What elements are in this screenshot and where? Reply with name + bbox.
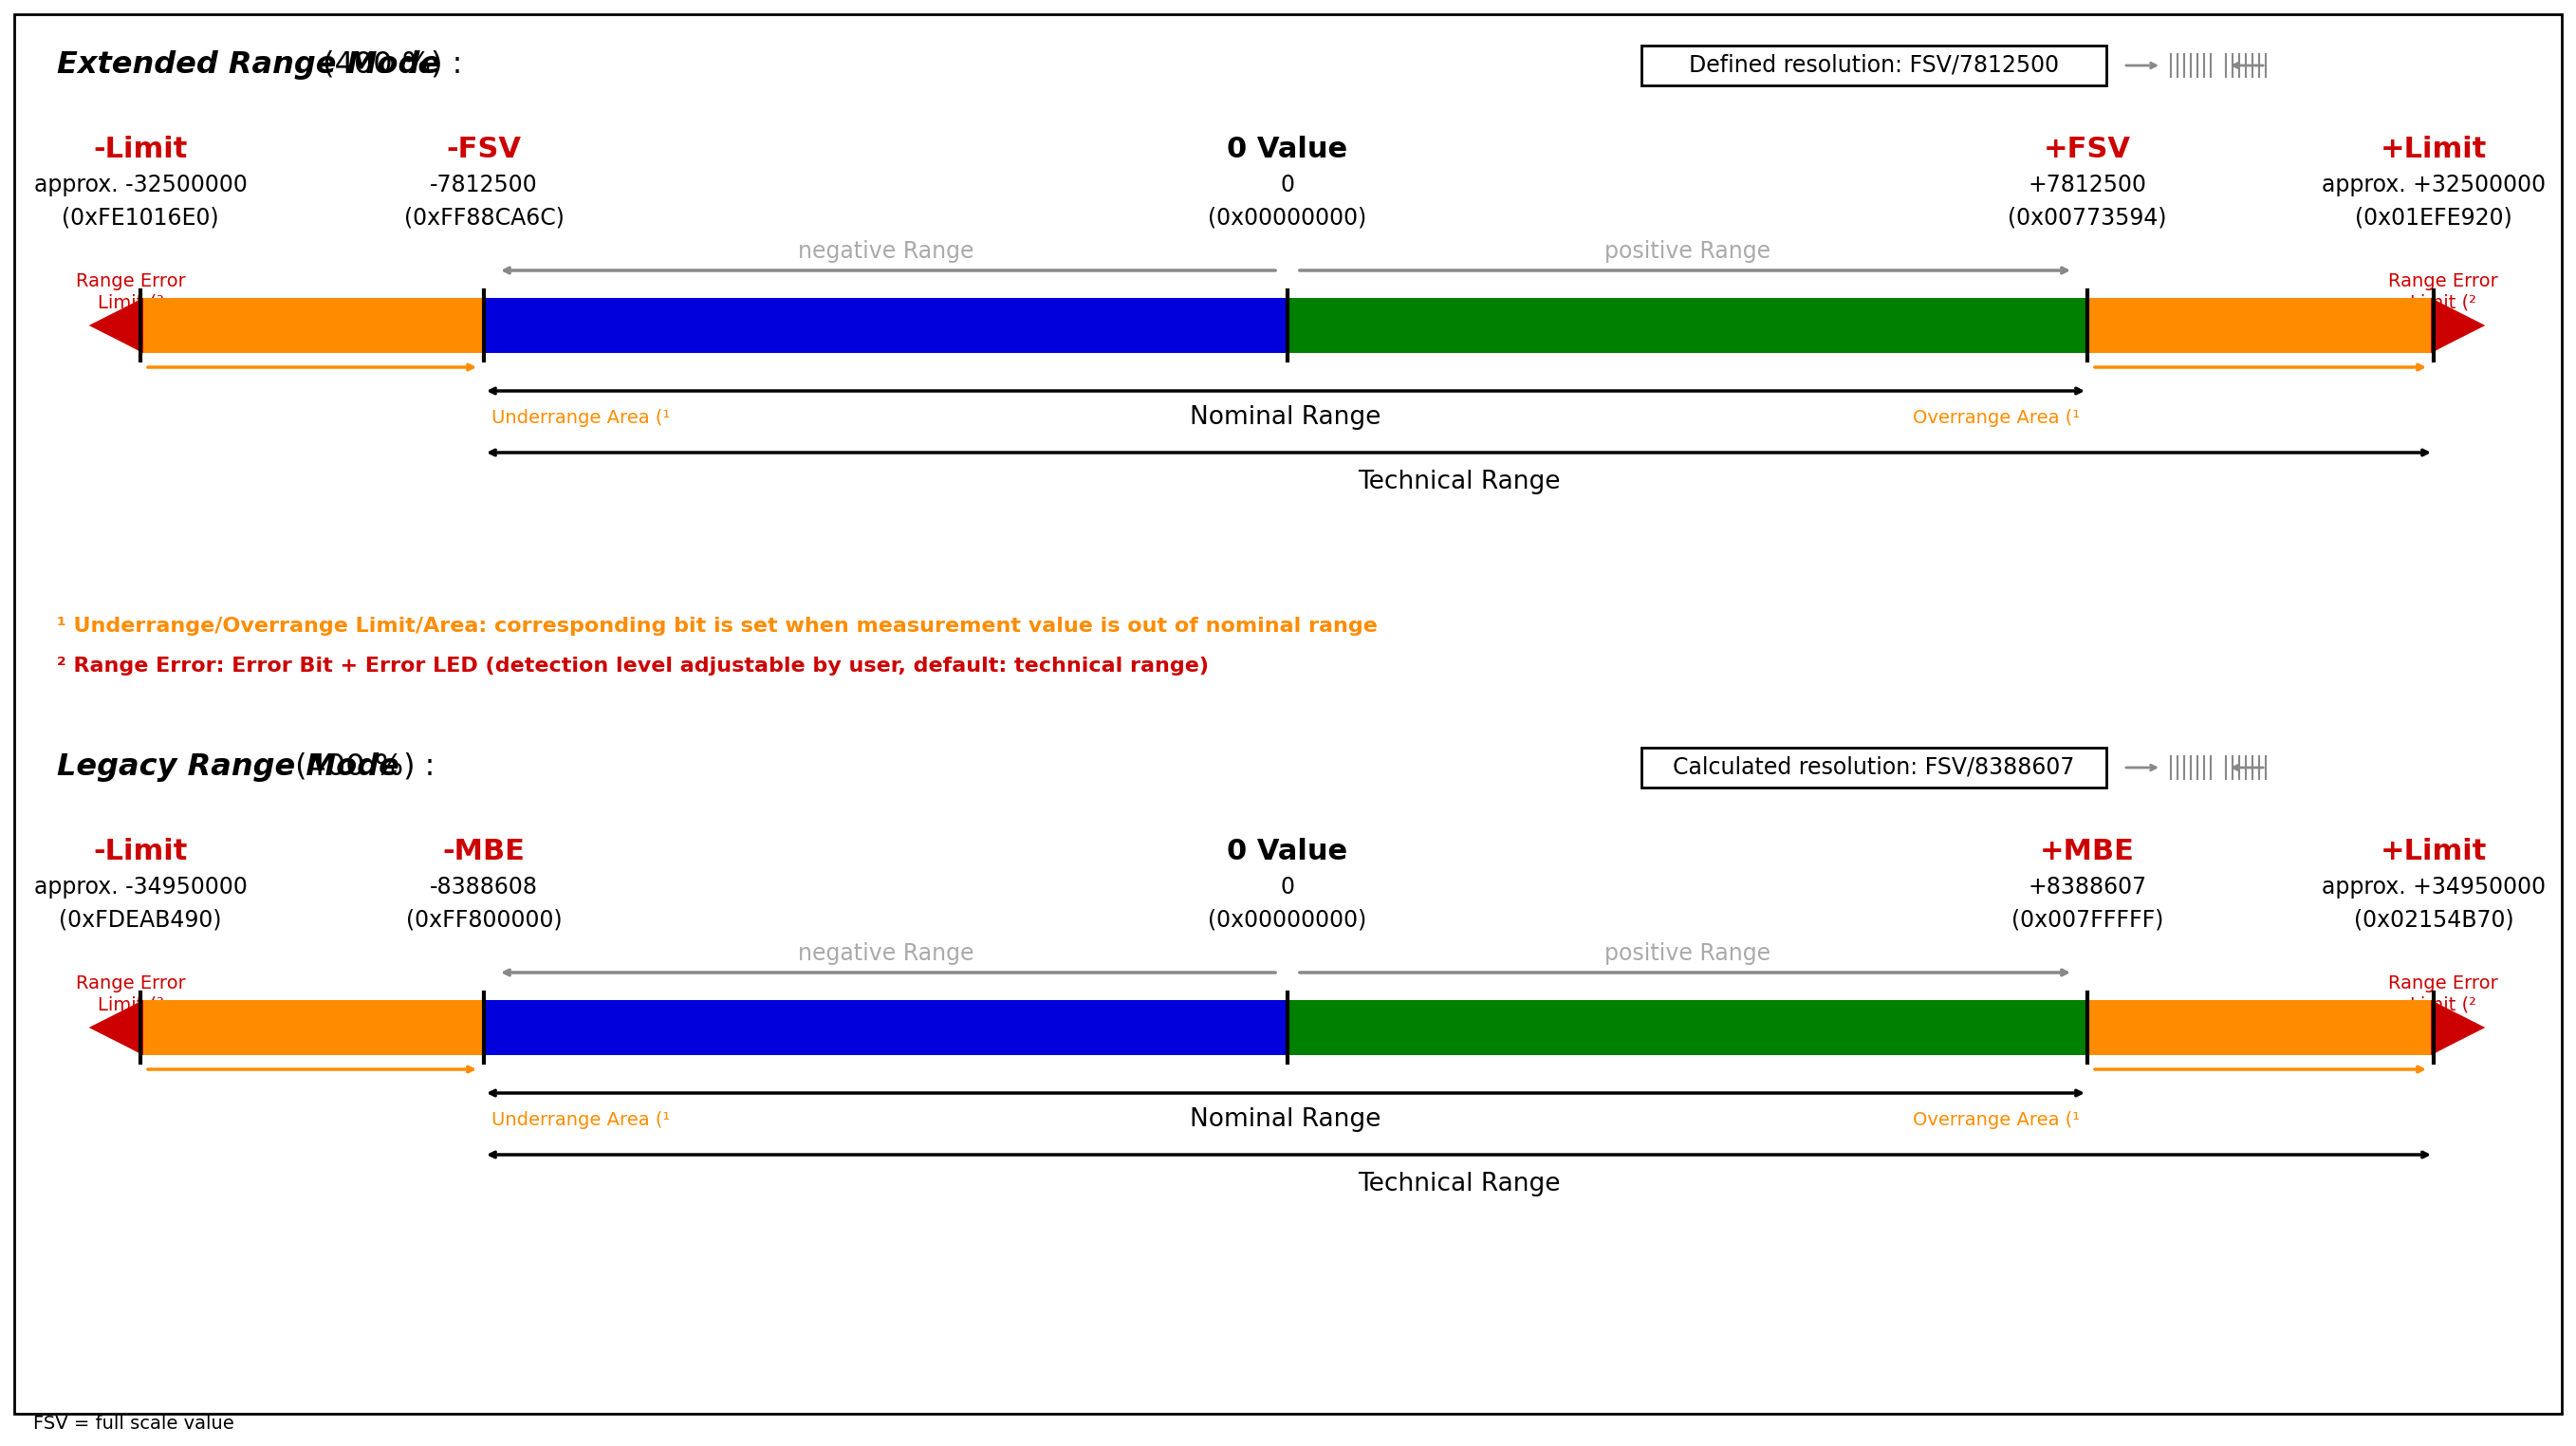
Polygon shape [90, 298, 144, 353]
Text: (0xFF88CA6C): (0xFF88CA6C) [404, 207, 564, 230]
Bar [484, 1001, 1288, 1056]
Text: -7812500: -7812500 [430, 174, 538, 197]
Text: ² Range Error: Error Bit + Error LED (detection level adjustable by user, defaul: ² Range Error: Error Bit + Error LED (de… [57, 656, 1208, 675]
Bar [1288, 298, 2087, 353]
Polygon shape [2432, 1001, 2486, 1056]
Bar [484, 298, 1288, 353]
Text: Overrange Area (¹: Overrange Area (¹ [1911, 1111, 2079, 1129]
Text: +MBE: +MBE [2040, 839, 2136, 866]
Text: approx. +34950000: approx. +34950000 [2321, 876, 2545, 898]
Text: (0x00000000): (0x00000000) [1208, 910, 1368, 931]
Text: (0x00773594): (0x00773594) [2007, 207, 2166, 230]
Text: +FSV: +FSV [2043, 136, 2130, 163]
Text: FSV = full scale value: FSV = full scale value [33, 1414, 234, 1432]
Text: Technical Range: Technical Range [1358, 470, 1561, 495]
Bar [1641, 748, 2107, 788]
Text: Legacy Range Mode: Legacy Range Mode [57, 752, 399, 781]
Text: positive Range: positive Range [1605, 943, 1770, 964]
Text: 0: 0 [1280, 876, 1296, 898]
Text: Nominal Range: Nominal Range [1190, 405, 1381, 429]
Text: (0x01EFE920): (0x01EFE920) [2354, 207, 2512, 230]
Text: Range Error
Limit (²: Range Error Limit (² [77, 273, 185, 312]
Text: Calculated resolution: FSV/8388607: Calculated resolution: FSV/8388607 [1672, 756, 2074, 779]
Text: +Limit: +Limit [2380, 839, 2486, 866]
Text: (0x007FFFFF): (0x007FFFFF) [2012, 910, 2164, 931]
Text: Overrange Area (¹: Overrange Area (¹ [1911, 408, 2079, 427]
Text: Underrange Area (¹: Underrange Area (¹ [492, 408, 670, 427]
Text: negative Range: negative Range [799, 943, 974, 964]
Text: +Limit: +Limit [2380, 136, 2486, 163]
Polygon shape [90, 1001, 144, 1056]
Text: Nominal Range: Nominal Range [1190, 1108, 1381, 1132]
Text: approx. -32500000: approx. -32500000 [33, 174, 247, 197]
Text: Range Error
Limit (²: Range Error Limit (² [77, 975, 185, 1014]
Text: approx. +32500000: approx. +32500000 [2321, 174, 2545, 197]
Text: Defined resolution: FSV/7812500: Defined resolution: FSV/7812500 [1690, 54, 2058, 77]
Text: -Limit: -Limit [93, 136, 188, 163]
Polygon shape [2432, 298, 2486, 353]
Text: (0xFDEAB490): (0xFDEAB490) [59, 910, 222, 931]
Text: -MBE: -MBE [443, 839, 526, 866]
Text: Underrange Area (¹: Underrange Area (¹ [492, 1111, 670, 1129]
Text: (0xFF800000): (0xFF800000) [407, 910, 562, 931]
Polygon shape [93, 1001, 2481, 1056]
Text: Range Error
Limit (²: Range Error Limit (² [2388, 273, 2499, 312]
Text: (0x02154B70): (0x02154B70) [2354, 910, 2514, 931]
Text: Range Error
Limit (²: Range Error Limit (² [2388, 975, 2499, 1014]
Text: Extended Range Mode: Extended Range Mode [57, 49, 440, 80]
Text: -FSV: -FSV [446, 136, 520, 163]
Text: 0 Value: 0 Value [1226, 136, 1347, 163]
Text: +8388607: +8388607 [2027, 876, 2146, 898]
Text: (0xFE1016E0): (0xFE1016E0) [62, 207, 219, 230]
Text: (0x00000000): (0x00000000) [1208, 207, 1368, 230]
Bar [1288, 1001, 2087, 1056]
Text: -8388608: -8388608 [430, 876, 538, 898]
Polygon shape [93, 298, 2481, 353]
Text: Technical Range: Technical Range [1358, 1171, 1561, 1196]
Text: -Limit: -Limit [93, 839, 188, 866]
Text: 0: 0 [1280, 174, 1296, 197]
Bar [1641, 45, 2107, 85]
Text: ¹ Underrange/Overrange Limit/Area: corresponding bit is set when measurement val: ¹ Underrange/Overrange Limit/Area: corre… [57, 617, 1378, 636]
Text: positive Range: positive Range [1605, 240, 1770, 263]
Text: negative Range: negative Range [799, 240, 974, 263]
Text: 0 Value: 0 Value [1226, 839, 1347, 866]
Text: (400 %) :: (400 %) : [286, 752, 435, 781]
Text: approx. -34950000: approx. -34950000 [33, 876, 247, 898]
Text: (400 %) :: (400 %) : [312, 49, 461, 80]
Text: +7812500: +7812500 [2027, 174, 2146, 197]
